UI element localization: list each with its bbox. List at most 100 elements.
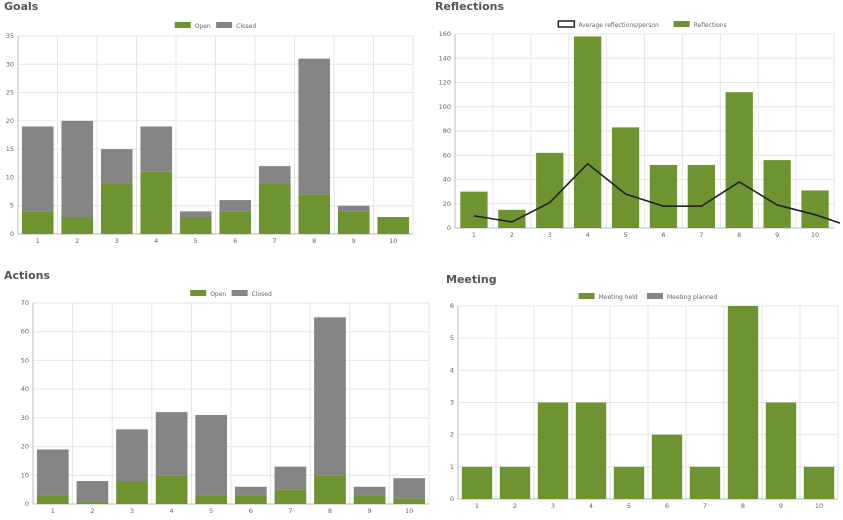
x-tick-label: 5 — [623, 231, 627, 239]
legend-label: Closed — [236, 23, 256, 30]
x-tick-label: 2 — [510, 231, 514, 239]
x-tick-label: 9 — [775, 231, 779, 239]
x-tick-label: 8 — [328, 507, 332, 515]
bar-open — [195, 495, 228, 504]
bar-closed — [234, 486, 267, 496]
bar-meeting-held — [575, 402, 607, 499]
legend-label: Closed — [252, 291, 272, 298]
legend-swatch — [216, 22, 233, 28]
legend-swatch — [578, 293, 595, 299]
bar-closed — [353, 486, 386, 496]
legend-label: Meeting held — [599, 294, 638, 301]
y-tick-label: 160 — [439, 30, 451, 38]
bar-closed — [179, 211, 212, 218]
bar-closed — [21, 126, 54, 212]
goals-chart-panel: Goals 0 5 10 15 20 25 30 35 1 2 3 4 5 6 7 8 9 10 Open Close… — [0, 0, 420, 245]
y-tick-label: 120 — [439, 79, 451, 87]
y-tick-label: 60 — [21, 328, 29, 336]
x-tick-label: 8 — [312, 237, 316, 245]
y-tick-label: 1 — [450, 463, 454, 471]
actions-chart-panel: Actions 0 10 20 30 40 50 60 70 1 2 3 4 5 6 7 8 9 10 Open Cl… — [0, 266, 430, 520]
bar-open — [393, 498, 426, 504]
y-tick-label: 0 — [447, 224, 451, 232]
bar-meeting-held — [651, 434, 683, 499]
y-tick-label: 100 — [439, 103, 451, 111]
bar-closed — [195, 414, 228, 496]
bar-closed — [219, 200, 252, 212]
legend-swatch — [673, 21, 690, 27]
y-tick-label: 6 — [450, 302, 454, 310]
bar-open — [140, 171, 173, 234]
y-tick-label: 70 — [21, 299, 29, 307]
bar-open — [234, 495, 267, 504]
x-tick-label: 9 — [368, 507, 372, 515]
x-tick-label: 9 — [779, 502, 783, 510]
reflections-chart: 0 20 40 60 80 100 120 140 160 1 2 3 4 5 6 7 8 9 10 Average … — [439, 20, 841, 239]
actions-chart-title: Actions — [4, 269, 50, 282]
x-tick-label: 1 — [475, 502, 479, 510]
bar-reflections — [536, 152, 564, 228]
x-tick-label: 10 — [815, 502, 823, 510]
x-tick-label: 1 — [472, 231, 476, 239]
x-tick-label: 6 — [665, 502, 669, 510]
bar-open — [353, 495, 386, 504]
legend-label: Reflections — [694, 22, 727, 29]
x-tick-label: 10 — [405, 507, 413, 515]
x-tick-label: 8 — [737, 231, 741, 239]
y-tick-label: 0 — [25, 500, 29, 508]
goals-chart-title: Goals — [4, 0, 39, 13]
x-tick-label: 2 — [90, 507, 94, 515]
x-tick-label: 4 — [170, 507, 174, 515]
bar-open — [377, 217, 410, 234]
bar-open — [298, 194, 331, 234]
x-tick-label: 6 — [249, 507, 253, 515]
y-tick-label: 25 — [6, 89, 14, 97]
x-tick-label: 4 — [154, 237, 158, 245]
bar-closed — [61, 120, 94, 218]
x-tick-label: 3 — [551, 502, 555, 510]
bar-reflections — [687, 164, 715, 228]
bar-open — [155, 475, 188, 504]
x-tick-label: 3 — [130, 507, 134, 515]
y-tick-label: 35 — [6, 32, 14, 40]
x-tick-label: 1 — [51, 507, 55, 515]
meeting-chart-title: Meeting — [446, 273, 497, 286]
x-tick-label: 6 — [233, 237, 237, 245]
x-tick-label: 8 — [741, 502, 745, 510]
bar-open — [314, 475, 346, 504]
bar-meeting-held — [613, 466, 645, 499]
bar-closed — [314, 317, 346, 476]
bar-open — [61, 217, 94, 234]
bar-reflections — [649, 164, 678, 228]
bar-meeting-held — [537, 402, 569, 499]
y-tick-label: 40 — [443, 176, 451, 184]
bar-reflections — [498, 209, 526, 228]
goals-chart: 0 5 10 15 20 25 30 35 1 2 3 4 5 6 7 8 9 10 Open Closed — [6, 22, 414, 245]
y-tick-label: 3 — [450, 399, 454, 407]
bar-closed — [76, 481, 109, 502]
legend-swatch — [190, 290, 207, 296]
line-average-reflections-person — [473, 162, 841, 224]
bar-closed — [258, 166, 291, 184]
x-tick-label: 3 — [115, 237, 119, 245]
bar-meeting-held — [499, 466, 531, 499]
x-tick-label: 2 — [513, 502, 517, 510]
x-tick-label: 5 — [627, 502, 631, 510]
bar-open — [274, 489, 307, 504]
bar-open — [36, 495, 69, 504]
y-tick-label: 5 — [450, 334, 454, 342]
y-tick-label: 60 — [443, 151, 451, 159]
y-tick-label: 50 — [21, 356, 29, 364]
y-tick-label: 0 — [450, 495, 454, 503]
y-tick-label: 20 — [6, 117, 14, 125]
bar-meeting-held — [803, 466, 835, 499]
bar-meeting-held — [461, 466, 493, 499]
legend-swatch — [174, 22, 191, 28]
bar-meeting-held — [727, 306, 759, 499]
bar-open — [21, 211, 54, 234]
y-tick-label: 30 — [6, 60, 14, 68]
bar-closed — [140, 126, 173, 172]
reflections-chart-panel: Reflections 0 20 40 60 80 100 120 140 160 1 2 3 4 5 6 7… — [430, 0, 843, 245]
x-tick-label: 7 — [703, 502, 707, 510]
legend-swatch — [646, 293, 663, 299]
